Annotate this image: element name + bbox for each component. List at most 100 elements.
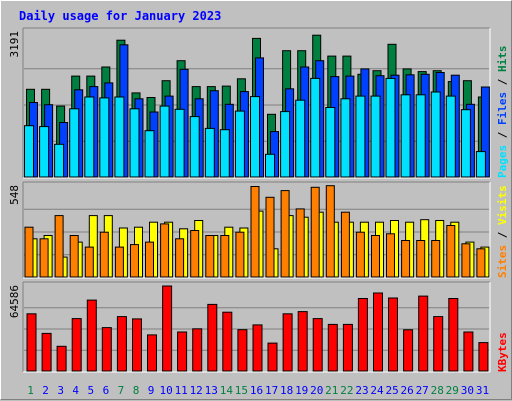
bar-kbytes-day-28 <box>433 316 444 372</box>
bar-pages-day-25 <box>385 77 396 178</box>
bar-kbytes-day-3 <box>56 345 67 372</box>
bar-kbytes-day-27 <box>418 295 429 372</box>
bar-sites-day-25 <box>386 233 395 278</box>
x-tick-label-day-11: 11 <box>175 384 188 397</box>
bar-pages-day-23 <box>355 95 366 178</box>
bar-sites-day-7 <box>114 246 124 278</box>
bar-sites-day-4 <box>69 235 79 278</box>
x-tick-label-day-31: 31 <box>476 384 489 397</box>
bar-sites-day-3 <box>54 215 64 278</box>
bar-kbytes-day-24 <box>373 292 383 372</box>
bar-sites-day-17 <box>265 196 275 278</box>
x-tick-label-day-22: 22 <box>340 384 353 397</box>
y-max-label: 64586 <box>8 285 21 318</box>
bar-kbytes-day-29 <box>448 298 459 372</box>
bar-kbytes-day-26 <box>403 329 414 372</box>
x-tick-label-day-8: 8 <box>133 384 140 397</box>
bar-pages-day-5 <box>84 96 95 178</box>
panels-layer: 3191 Pages / Files / Hits 548 Sites / Visit… <box>8 27 509 373</box>
bar-pages-day-26 <box>400 94 411 178</box>
bar-sites-day-8 <box>130 244 139 278</box>
x-tick-label-day-15: 15 <box>235 384 248 397</box>
bar-sites-day-18 <box>280 190 290 278</box>
bar-kbytes-day-31 <box>478 342 489 372</box>
bar-kbytes-day-15 <box>237 329 248 372</box>
legend-visits-sites: Sites / Visits <box>496 185 509 278</box>
bar-sites-day-21 <box>325 185 335 278</box>
bar-pages-day-14 <box>219 129 230 178</box>
x-tick-label-day-28: 28 <box>431 384 444 397</box>
bar-pages-day-8 <box>129 108 140 178</box>
bar-sites-day-30 <box>461 243 471 278</box>
bar-pages-day-10 <box>159 105 170 178</box>
x-tick-label-day-16: 16 <box>250 384 263 397</box>
bar-sites-day-31 <box>476 248 486 278</box>
bar-sites-day-24 <box>371 235 380 278</box>
bar-pages-day-22 <box>340 98 351 178</box>
x-tick-label-day-27: 27 <box>416 384 429 397</box>
x-tick-label-day-9: 9 <box>148 384 155 397</box>
bar-kbytes-day-20 <box>312 318 323 372</box>
x-tick-label-day-17: 17 <box>265 384 278 397</box>
bar-pages-day-16 <box>250 96 260 178</box>
bar-kbytes-day-12 <box>192 328 203 372</box>
legend-entry: / <box>496 125 509 145</box>
bar-sites-day-29 <box>446 225 456 278</box>
bar-kbytes-day-13 <box>207 303 218 372</box>
panel-kbytes: 64586 KBytes <box>8 281 509 373</box>
panel-visits-sites: 548 Sites / Visits <box>8 181 509 279</box>
x-tick-label-day-4: 4 <box>72 384 79 397</box>
legend-kbytes: KBytes <box>496 332 509 372</box>
bar-kbytes-day-8 <box>132 318 142 372</box>
bar-kbytes-day-16 <box>252 324 263 372</box>
bar-pages-day-12 <box>189 116 200 178</box>
legend-entry: Visits <box>496 185 509 225</box>
bar-sites-day-13 <box>205 235 215 278</box>
bar-kbytes-day-25 <box>388 297 398 372</box>
x-tick-label-day-12: 12 <box>190 384 203 397</box>
bar-pages-day-1 <box>24 125 34 178</box>
legend-entry: Hits <box>496 46 509 73</box>
legend-entry: KBytes <box>496 332 509 372</box>
chart-title: Daily usage for January 2023 <box>19 9 221 23</box>
bar-pages-day-28 <box>430 91 441 178</box>
bar-kbytes-day-9 <box>147 334 157 372</box>
bar-sites-day-26 <box>401 240 411 278</box>
x-tick-label-day-26: 26 <box>400 384 413 397</box>
x-tick-label-day-25: 25 <box>385 384 398 397</box>
bar-pages-day-11 <box>174 108 185 178</box>
bar-kbytes-day-2 <box>41 332 52 372</box>
bar-kbytes-day-7 <box>116 316 127 372</box>
x-tick-label-day-20: 20 <box>310 384 323 397</box>
bar-pages-day-4 <box>69 108 80 178</box>
legend-entry: Pages <box>496 145 509 178</box>
x-tick-label-day-3: 3 <box>57 384 64 397</box>
bar-sites-day-12 <box>190 230 200 278</box>
x-tick-label-day-21: 21 <box>325 384 338 397</box>
bar-pages-day-3 <box>54 143 65 178</box>
bar-pages-day-6 <box>99 97 110 178</box>
bar-sites-day-14 <box>220 235 230 278</box>
x-tick-label-day-29: 29 <box>446 384 459 397</box>
bar-pages-day-29 <box>445 95 456 178</box>
x-tick-label-day-19: 19 <box>295 384 308 397</box>
bar-pages-day-21 <box>325 107 336 178</box>
bar-sites-day-15 <box>235 231 245 278</box>
x-tick-label-day-24: 24 <box>370 384 384 397</box>
bar-kbytes-day-21 <box>327 323 338 372</box>
bar-kbytes-day-18 <box>282 313 293 372</box>
bar-kbytes-day-4 <box>71 318 82 372</box>
bar-pages-day-20 <box>310 77 321 178</box>
x-tick-label-day-18: 18 <box>280 384 293 397</box>
x-tick-label-day-6: 6 <box>103 384 110 397</box>
bar-pages-day-17 <box>265 153 275 178</box>
bar-pages-day-9 <box>144 130 155 178</box>
bar-pages-day-31 <box>475 151 486 178</box>
bar-pages-day-24 <box>370 95 381 178</box>
x-tick-labels: 1 2 3 4 5 6 7 8 9 10 11 12 13 14 15 16 17 18 19 20 21 22 23 24 2… <box>27 384 489 397</box>
bar-sites-day-28 <box>431 240 441 278</box>
bar-sites-day-1 <box>24 226 34 278</box>
x-tick-label-day-14: 14 <box>220 384 234 397</box>
